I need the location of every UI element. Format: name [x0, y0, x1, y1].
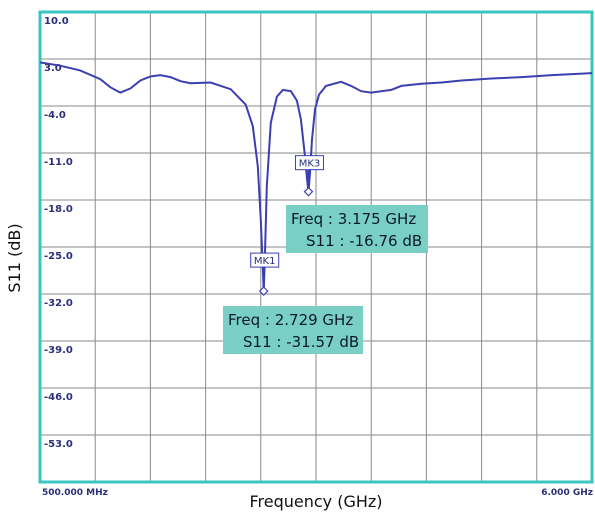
y-tick-label: -32.0 — [44, 298, 73, 309]
s11-trace — [39, 61, 593, 292]
y-tick-labels: 10.0 3.0 -4.0 -11.0 -18.0 -25.0 -32.0 -39.0 -46.… — [44, 16, 73, 450]
annotation-freq: Freq : 3.175 GHz — [291, 210, 416, 228]
annotation-box — [223, 306, 363, 354]
marker-diamond — [258, 286, 269, 296]
x-end-label: 6.000 GHz — [541, 488, 593, 498]
annotation-box — [286, 205, 428, 253]
annotation-s11: S11 : -16.76 dB — [306, 232, 422, 250]
markers: MK1 Freq : 2.729 GHz S11 : -31.57 dB MK3 Fre… — [223, 155, 428, 354]
marker-label-box — [294, 155, 324, 171]
y-tick-label: -39.0 — [44, 345, 73, 356]
marker-mk3: MK3 Freq : 3.175 GHz S11 : -16.76 dB — [286, 155, 428, 253]
x-start-label: 500.000 MHz — [42, 488, 108, 498]
annotation-s11: S11 : -31.57 dB — [243, 333, 359, 351]
y-tick-label: -46.0 — [44, 392, 73, 403]
marker-label-box — [250, 252, 280, 268]
marker-label: MK3 — [299, 159, 321, 170]
y-tick-label: 10.0 — [44, 16, 69, 27]
plot-frame — [38, 10, 594, 484]
marker-label: MK1 — [254, 256, 276, 267]
marker-mk1: MK1 Freq : 2.729 GHz S11 : -31.57 dB — [223, 252, 363, 354]
y-tick-label: 3.0 — [44, 63, 62, 74]
y-axis-title: S11 (dB) — [5, 223, 24, 292]
y-tick-label: -18.0 — [44, 204, 73, 215]
x-axis-title: Frequency (GHz) — [249, 492, 382, 511]
plot-border — [38, 10, 594, 484]
marker-diamond — [303, 186, 314, 197]
y-tick-label: -25.0 — [44, 251, 73, 262]
y-tick-label: -11.0 — [44, 157, 73, 168]
y-tick-label: -53.0 — [44, 439, 73, 450]
annotation-freq: Freq : 2.729 GHz — [228, 311, 353, 329]
y-tick-label: -4.0 — [44, 110, 66, 121]
